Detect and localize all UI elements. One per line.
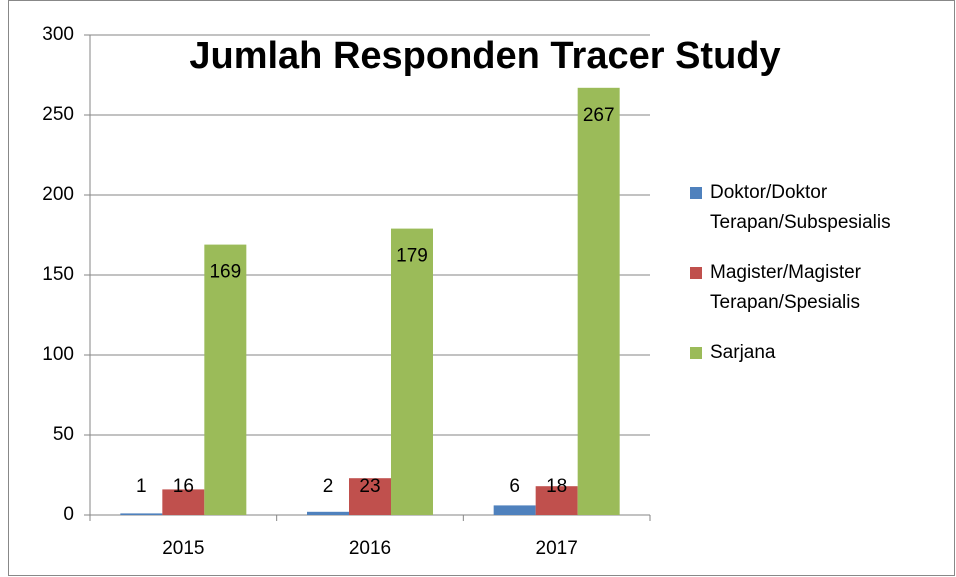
y-tick-label: 250 (42, 104, 74, 125)
value-label: 267 (583, 105, 615, 126)
value-label: 1 (136, 476, 147, 497)
legend-item: Doktor/Doktor Terapan/Subspesialis (690, 178, 950, 238)
bar (307, 511, 349, 515)
bar (204, 244, 247, 515)
x-tick-label: 2016 (349, 538, 391, 559)
legend: Doktor/Doktor Terapan/Subspesialis Magist… (690, 178, 950, 388)
legend-label: Sarjana (710, 342, 776, 363)
legend-swatch (690, 187, 702, 199)
legend-item: Sarjana (690, 338, 950, 368)
y-tick-label: 200 (42, 184, 74, 205)
y-tick-label: 300 (42, 24, 74, 45)
chart-border (8, 0, 955, 576)
legend-item: Magister/Magister Terapan/Spesialis (690, 258, 950, 318)
legend-label: Magister/Magister Terapan/Spesialis (710, 262, 861, 313)
bar (120, 513, 163, 515)
bar (493, 505, 536, 515)
y-tick-label: 0 (63, 504, 74, 525)
chart-title: Jumlah Responden Tracer Study (189, 35, 780, 77)
legend-swatch (690, 347, 702, 359)
x-tick-label: 2017 (536, 538, 578, 559)
y-tick-label: 50 (53, 424, 74, 445)
value-label: 169 (209, 262, 241, 283)
value-label: 6 (509, 476, 520, 497)
value-label: 2 (323, 476, 334, 497)
y-tick-label: 150 (42, 264, 74, 285)
value-label: 16 (173, 476, 194, 497)
value-label: 179 (396, 246, 428, 267)
value-label: 18 (546, 476, 567, 497)
bar (535, 486, 578, 515)
x-tick-label: 2015 (162, 538, 204, 559)
bar (349, 478, 391, 515)
y-tick-label: 100 (42, 344, 74, 365)
bar (391, 228, 433, 515)
bar (577, 87, 620, 516)
legend-label: Doktor/Doktor Terapan/Subspesialis (710, 182, 891, 233)
value-label: 23 (359, 476, 380, 497)
bar (162, 489, 205, 515)
legend-swatch (690, 267, 702, 279)
